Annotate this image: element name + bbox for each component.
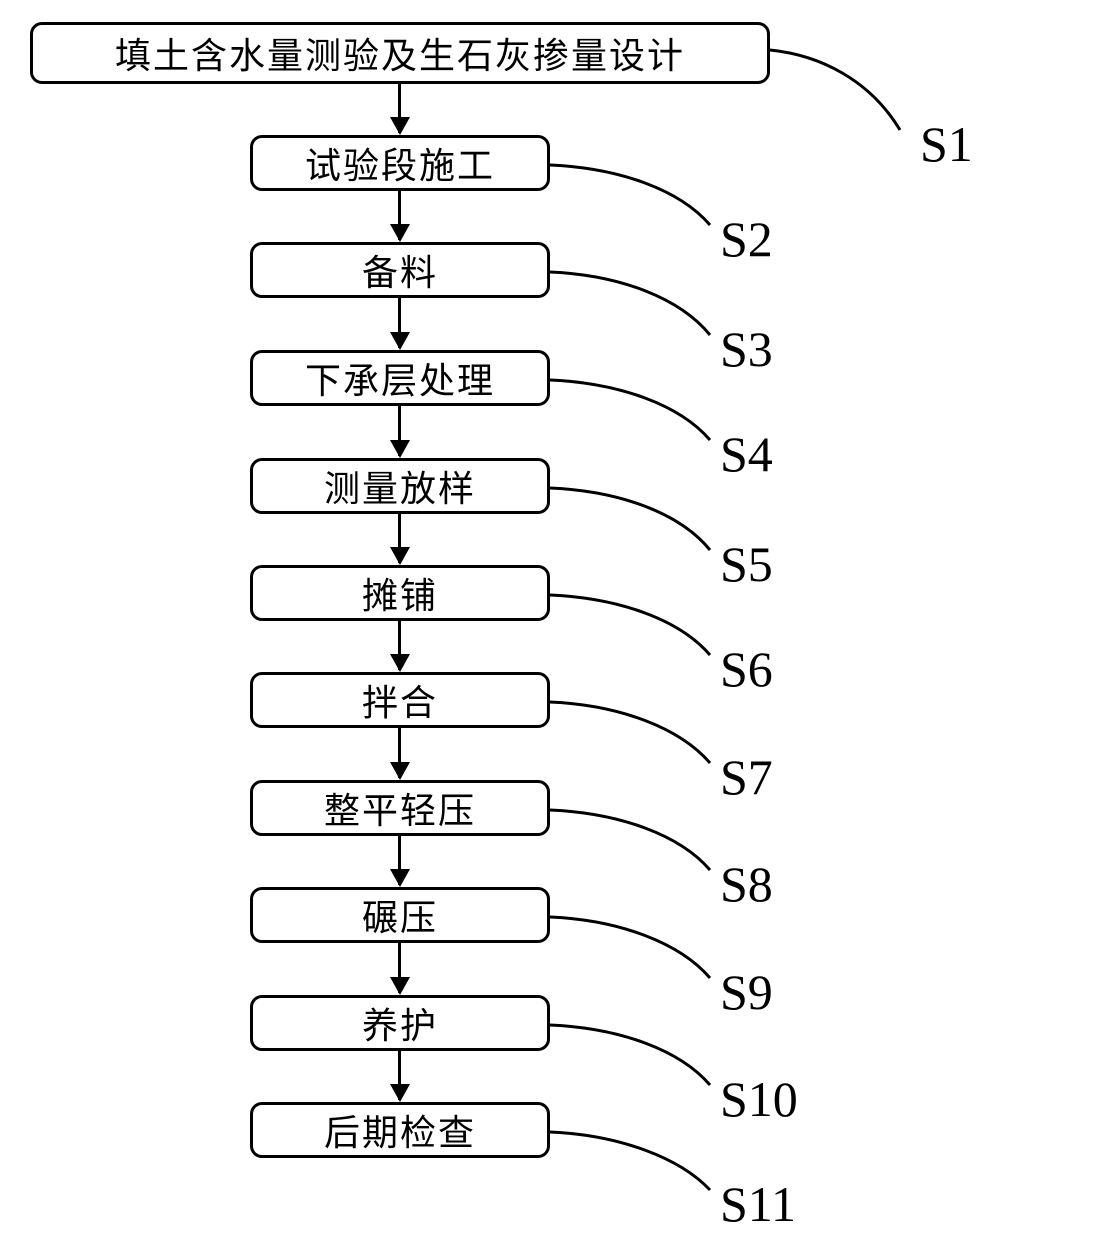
step-label-s11: S11 [720, 1175, 796, 1233]
step-text: 试验段施工 [305, 137, 495, 189]
step-label-s7: S7 [720, 748, 773, 806]
arrow-s7-s8 [398, 728, 401, 778]
step-text: 填土含水量测验及生石灰掺量设计 [115, 27, 685, 79]
connector-s1 [0, 0, 1109, 1227]
step-text: 整平轻压 [324, 782, 476, 834]
step-box-s5: 测量放样 [250, 458, 550, 514]
arrow-s3-s4 [398, 298, 401, 348]
arrow-s8-s9 [398, 836, 401, 885]
step-box-s6: 摊铺 [250, 565, 550, 621]
step-text: 测量放样 [324, 460, 476, 512]
step-box-s9: 碾压 [250, 887, 550, 943]
label-text: S4 [720, 426, 773, 482]
label-text: S11 [720, 1176, 796, 1232]
label-text: S5 [720, 536, 773, 592]
step-label-s3: S3 [720, 320, 773, 378]
step-text: 摊铺 [362, 567, 438, 619]
flowchart-container: 填土含水量测验及生石灰掺量设计 试验段施工 备料 下承层处理 测量放样 摊铺 拌… [0, 0, 1109, 1227]
arrow-s6-s7 [398, 621, 401, 670]
arrow-s2-s3 [398, 191, 401, 240]
step-box-s10: 养护 [250, 995, 550, 1051]
label-text: S7 [720, 749, 773, 805]
step-label-s8: S8 [720, 855, 773, 913]
step-text: 碾压 [362, 889, 438, 941]
step-text: 养护 [362, 997, 438, 1049]
label-text: S10 [720, 1071, 798, 1127]
step-box-s7: 拌合 [250, 672, 550, 728]
step-box-s11: 后期检查 [250, 1102, 550, 1158]
step-text: 拌合 [362, 674, 438, 726]
arrow-s1-s2 [398, 84, 401, 133]
step-label-s10: S10 [720, 1070, 798, 1128]
label-text: S3 [720, 321, 773, 377]
step-box-s4: 下承层处理 [250, 350, 550, 406]
step-box-s3: 备料 [250, 242, 550, 298]
arrow-s5-s6 [398, 514, 401, 563]
arrow-s4-s5 [398, 406, 401, 456]
step-label-s2: S2 [720, 210, 773, 268]
label-text: S9 [720, 964, 773, 1020]
step-text: 备料 [362, 244, 438, 296]
step-label-s6: S6 [720, 640, 773, 698]
label-text: S1 [920, 116, 973, 172]
label-text: S8 [720, 856, 773, 912]
step-box-s2: 试验段施工 [250, 135, 550, 191]
step-label-s4: S4 [720, 425, 773, 483]
step-box-s1: 填土含水量测验及生石灰掺量设计 [30, 22, 770, 84]
step-box-s8: 整平轻压 [250, 780, 550, 836]
step-label-s1: S1 [920, 115, 973, 173]
arrow-s10-s11 [398, 1051, 401, 1100]
step-text: 后期检查 [324, 1104, 476, 1156]
label-text: S2 [720, 211, 773, 267]
label-text: S6 [720, 641, 773, 697]
step-label-s9: S9 [720, 963, 773, 1021]
arrow-s9-s10 [398, 943, 401, 993]
step-label-s5: S5 [720, 535, 773, 593]
step-text: 下承层处理 [305, 352, 495, 404]
